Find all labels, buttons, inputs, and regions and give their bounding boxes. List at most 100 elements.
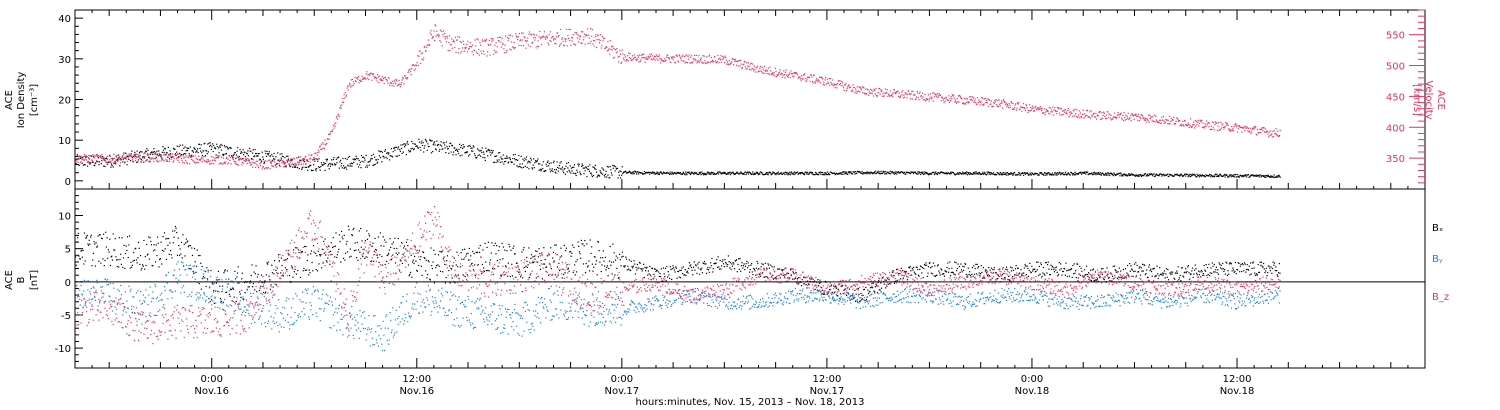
velocity-point (1119, 113, 1122, 116)
density-point (1012, 173, 1015, 175)
density-point (274, 158, 276, 160)
density-point (1026, 172, 1028, 174)
density-point (794, 173, 796, 175)
density-point (633, 172, 635, 175)
velocity-point (188, 156, 190, 158)
b-point (512, 247, 514, 249)
velocity-point (794, 73, 796, 75)
density-point (999, 171, 1001, 174)
density-point (339, 159, 342, 161)
density-point (896, 173, 898, 175)
velocity-point (914, 94, 916, 96)
velocity-point (196, 161, 198, 163)
density-point (131, 157, 134, 159)
b-point (241, 278, 243, 280)
velocity-point (135, 157, 137, 159)
density-point (808, 172, 811, 174)
density-point (366, 164, 368, 166)
velocity-point (924, 100, 927, 102)
velocity-point (816, 79, 818, 81)
velocity-point (893, 89, 896, 91)
density-point (457, 150, 459, 153)
velocity-point (1019, 108, 1021, 110)
velocity-point (339, 105, 342, 107)
b-point (565, 249, 567, 252)
density-point (1044, 172, 1046, 174)
b-point (526, 266, 529, 268)
density-point (899, 172, 901, 174)
density-point (445, 152, 447, 154)
velocity-point (343, 94, 345, 96)
velocity-point (858, 86, 860, 88)
density-point (273, 152, 275, 155)
b-point (323, 252, 326, 254)
b-point (595, 260, 598, 262)
b-point (459, 266, 462, 268)
density-point (162, 146, 164, 148)
density-point (555, 168, 558, 171)
velocity-point (554, 42, 556, 45)
b-point (470, 255, 472, 257)
velocity-point (1219, 128, 1221, 130)
velocity-point (1011, 102, 1013, 104)
b-point (165, 238, 167, 240)
density-point (618, 174, 620, 176)
density-point (516, 159, 519, 161)
velocity-point (1073, 115, 1076, 117)
b-point (330, 242, 332, 244)
b-point (234, 278, 237, 280)
velocity-point (102, 156, 104, 158)
velocity-point (373, 75, 375, 77)
density-point (508, 161, 510, 163)
density-point (990, 173, 992, 176)
velocity-point (240, 158, 242, 161)
velocity-point (1110, 114, 1112, 116)
density-point (491, 152, 493, 154)
b-point (254, 289, 256, 291)
b-point (194, 261, 196, 263)
density-point (1031, 172, 1033, 174)
velocity-point (884, 92, 886, 94)
density-point (265, 152, 267, 155)
velocity-point (1160, 122, 1162, 125)
velocity-point (560, 28, 562, 31)
velocity-point (628, 52, 630, 54)
b-point (323, 240, 325, 243)
b-point (608, 267, 610, 270)
velocity-point (747, 62, 750, 64)
density-point (1136, 174, 1138, 177)
velocity-point (1143, 119, 1146, 121)
velocity-point (828, 82, 830, 85)
b-point (637, 267, 639, 269)
b-point (544, 258, 546, 261)
velocity-point (364, 77, 366, 79)
b-point (329, 263, 331, 265)
density-point (806, 173, 808, 175)
b-point (474, 264, 476, 266)
velocity-point (714, 56, 716, 58)
velocity-point (184, 156, 186, 158)
velocity-point (1113, 116, 1115, 118)
velocity-point (186, 161, 188, 163)
density-point (850, 171, 852, 173)
velocity-point (402, 77, 404, 80)
density-point (292, 166, 294, 168)
density-point (363, 157, 366, 159)
density-point (1107, 174, 1109, 176)
density-point (467, 155, 470, 157)
velocity-point (524, 40, 526, 42)
velocity-point (165, 160, 168, 162)
b-point (335, 232, 337, 234)
velocity-point (176, 158, 178, 160)
density-point (474, 155, 476, 157)
b-point (475, 252, 477, 254)
density-point (356, 157, 358, 160)
velocity-point (170, 155, 172, 157)
velocity-point (103, 158, 105, 160)
density-point (333, 163, 336, 165)
b-point (272, 286, 274, 288)
density-point (1096, 172, 1098, 174)
density-point (1165, 174, 1168, 176)
b-point (420, 265, 423, 267)
b-point (237, 266, 239, 268)
